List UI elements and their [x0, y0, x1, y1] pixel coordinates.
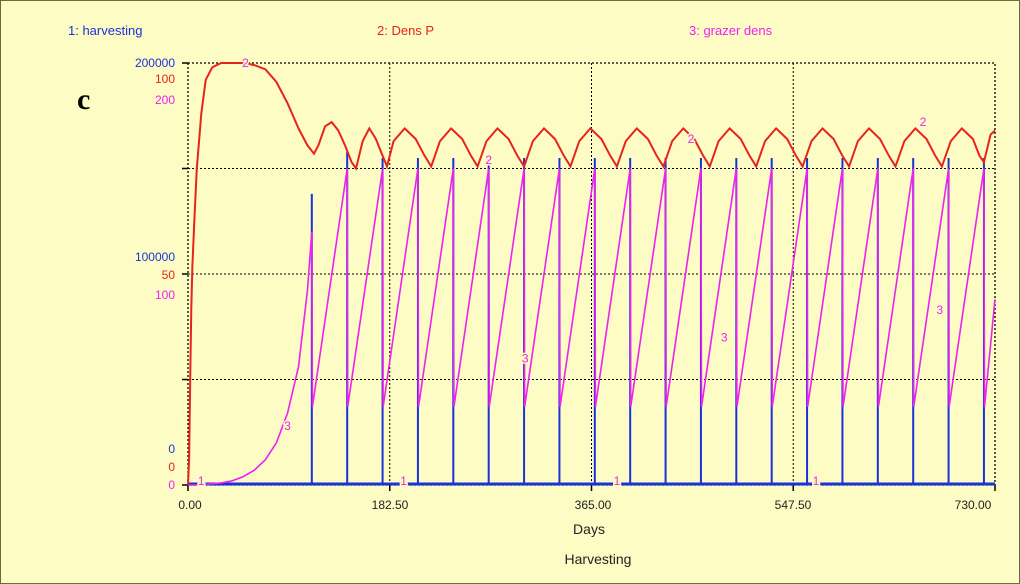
x-tick-3: 547.50 — [775, 498, 812, 512]
harvesting-series-marker-1: 1 — [198, 474, 205, 488]
y2-mid-label: 50 — [162, 268, 176, 282]
dens-p-series-marker-4: 2 — [920, 115, 927, 129]
harvesting-series-marker-2: 1 — [400, 474, 407, 488]
grazer-dens-series-marker-2: 3 — [522, 351, 529, 365]
y1-top-label: 200000 — [135, 56, 175, 70]
x-tick-4: 730.00 — [955, 498, 992, 512]
x-tick-1: 182.50 — [372, 498, 409, 512]
chart-title: Harvesting — [565, 551, 632, 567]
x-axis-title: Days — [573, 521, 605, 537]
legend-series-1: 1: harvesting — [68, 23, 142, 38]
dens-p-series-marker-2: 2 — [485, 153, 492, 167]
x-tick-2: 365.00 — [575, 498, 612, 512]
grazer-dens-series-marker-3: 3 — [721, 330, 728, 344]
panel-label: c — [77, 83, 90, 116]
harvesting-series-marker-3: 1 — [614, 474, 621, 488]
y3-bottom-label: 0 — [168, 478, 175, 492]
harvesting-series-marker-4: 1 — [813, 474, 820, 488]
grazer-dens-series-marker-1: 3 — [284, 419, 291, 433]
x-tick-0: 0.00 — [178, 498, 202, 512]
y2-bottom-label: 0 — [168, 460, 175, 474]
y3-top-label: 200 — [155, 93, 175, 107]
dens-p-line — [187, 62, 996, 486]
legend-series-3: 3: grazer dens — [689, 23, 773, 38]
y3-mid-label: 100 — [155, 288, 175, 302]
y2-top-label: 100 — [155, 72, 175, 86]
grazer-dens-line — [188, 168, 996, 486]
legend-series-2: 2: Dens P — [377, 23, 434, 38]
dens-p-series-marker-3: 2 — [688, 132, 695, 146]
dens-p-series-marker-1: 2 — [242, 56, 249, 70]
grazer-dens-series-marker-4: 3 — [936, 303, 943, 317]
y1-bottom-label: 0 — [168, 442, 175, 456]
y1-mid-label: 100000 — [135, 250, 175, 264]
